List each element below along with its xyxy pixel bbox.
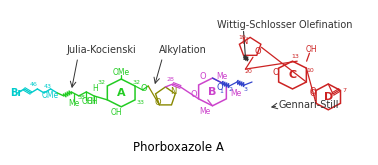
- Text: Alkylation: Alkylation: [159, 45, 207, 55]
- Text: Phorboxazole A: Phorboxazole A: [133, 141, 224, 154]
- Text: B: B: [208, 87, 217, 97]
- Text: D: D: [324, 92, 333, 102]
- Text: 33: 33: [137, 100, 145, 105]
- Text: OMe: OMe: [113, 68, 130, 77]
- Text: Gennari-Still: Gennari-Still: [278, 100, 339, 110]
- Text: O: O: [191, 90, 197, 99]
- Text: O: O: [217, 83, 223, 92]
- Text: 43: 43: [44, 84, 52, 89]
- Text: 46: 46: [30, 82, 37, 87]
- Text: 7: 7: [342, 88, 346, 93]
- Text: N: N: [241, 37, 248, 46]
- Text: 38: 38: [78, 95, 86, 100]
- Text: Me: Me: [199, 107, 211, 116]
- Text: Me: Me: [231, 89, 242, 98]
- Text: OH: OH: [82, 97, 93, 106]
- Text: A: A: [117, 88, 125, 98]
- Text: 19: 19: [239, 35, 246, 40]
- Text: OH: OH: [111, 108, 122, 117]
- Text: C: C: [288, 70, 297, 80]
- Text: Me: Me: [216, 72, 228, 81]
- Text: OH: OH: [86, 97, 98, 106]
- Text: O: O: [200, 72, 206, 81]
- Text: O: O: [140, 84, 147, 93]
- Text: O: O: [310, 89, 316, 98]
- Text: OH: OH: [305, 45, 317, 54]
- Text: 32: 32: [98, 80, 105, 84]
- Text: 32: 32: [133, 80, 141, 84]
- Text: 13: 13: [291, 54, 299, 59]
- Text: 20: 20: [244, 69, 252, 74]
- Text: Julia-Kocienski: Julia-Kocienski: [67, 45, 136, 55]
- Text: 1: 1: [219, 89, 223, 94]
- Text: N: N: [170, 87, 176, 96]
- Text: 10: 10: [306, 68, 314, 73]
- Text: 3: 3: [243, 87, 248, 92]
- Text: O: O: [273, 68, 279, 77]
- Text: Wittig-Schlosser Olefination: Wittig-Schlosser Olefination: [217, 20, 353, 31]
- Text: 28: 28: [166, 77, 174, 82]
- Text: O: O: [254, 47, 261, 56]
- Text: OMe: OMe: [42, 91, 59, 100]
- Text: O: O: [155, 98, 161, 107]
- Text: H: H: [92, 84, 98, 93]
- Text: O: O: [310, 87, 316, 96]
- Text: Me: Me: [68, 99, 80, 108]
- Text: Br: Br: [10, 88, 22, 98]
- Text: 2: 2: [228, 87, 232, 92]
